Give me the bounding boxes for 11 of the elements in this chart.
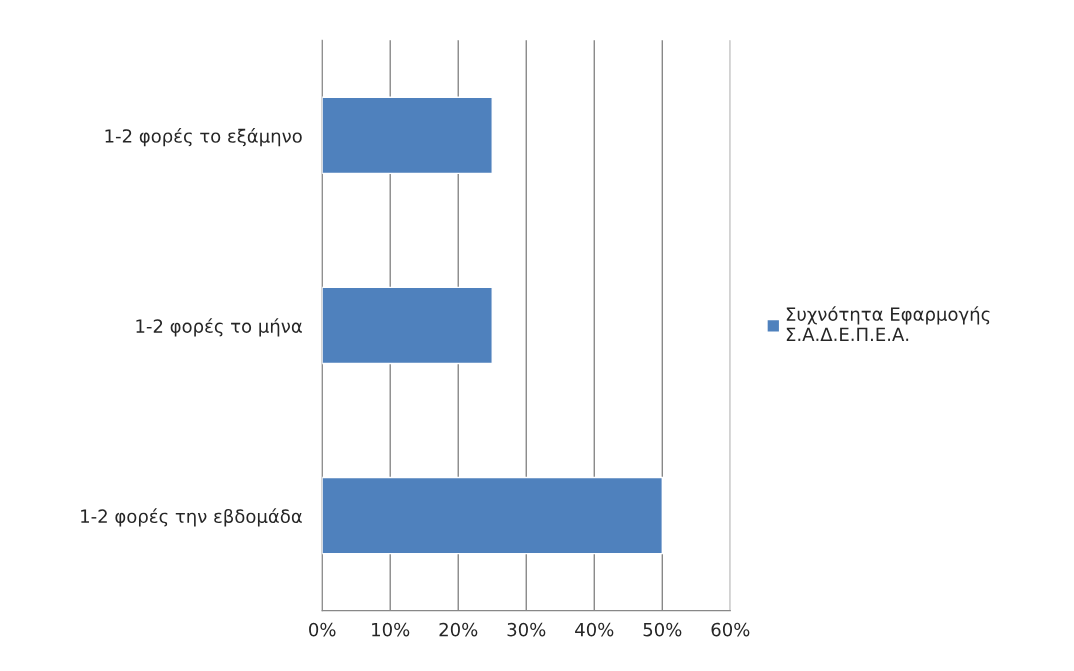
y-tick-label: 1-2 φορές το εξάμηνο <box>105 128 302 147</box>
x-tick-label: 50% <box>643 622 682 637</box>
x-tick-label: 60% <box>711 622 750 637</box>
y-tick-label: 1-2 φορές το μήνα <box>136 318 302 337</box>
legend-label: Συχνότητα Εφαρμογής Σ.Α.Δ.Ε.Π.Ε.Α. <box>786 306 990 341</box>
x-tick-label: 0% <box>309 622 336 637</box>
x-tick-label: 10% <box>372 622 410 637</box>
x-tick-label: 30% <box>507 622 546 637</box>
x-tick-label: 40% <box>575 622 614 637</box>
x-tick-label: 20% <box>439 622 478 637</box>
y-tick-label: 1-2 φορές την εβδομάδα <box>81 508 302 527</box>
